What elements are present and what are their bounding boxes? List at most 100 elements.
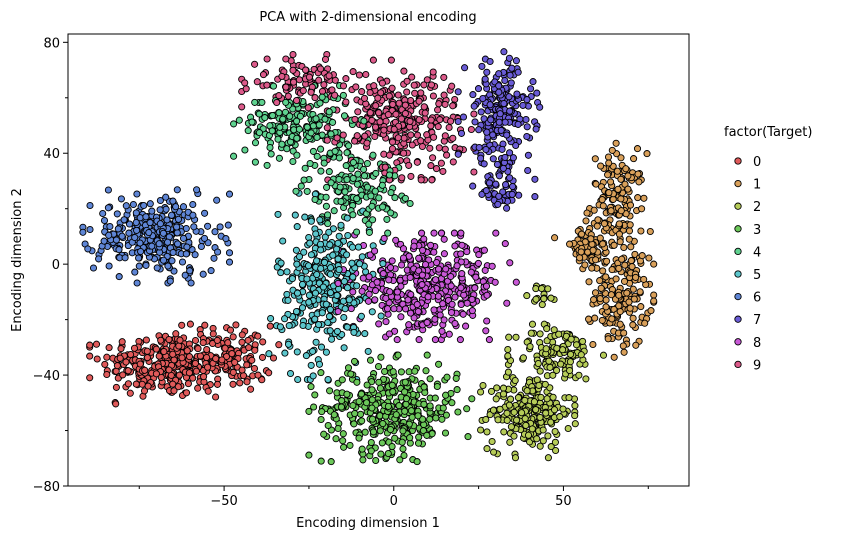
data-point-0	[172, 330, 180, 338]
legend-marker	[734, 292, 742, 301]
data-point-2	[599, 351, 608, 359]
data-point-2	[547, 294, 555, 302]
data-point-4	[343, 175, 351, 184]
data-point-8	[457, 284, 465, 292]
data-point-4	[230, 152, 238, 160]
data-point-7	[477, 108, 485, 116]
data-point-4	[360, 117, 368, 125]
data-point-0	[232, 321, 240, 329]
data-point-2	[519, 354, 527, 362]
data-point-0	[176, 336, 184, 344]
data-point-0	[191, 359, 199, 367]
data-point-9	[263, 81, 271, 89]
data-point-3	[388, 442, 396, 451]
data-point-0	[259, 338, 267, 346]
data-point-0	[275, 341, 283, 349]
data-point-2	[557, 360, 565, 368]
data-point-9	[432, 165, 441, 173]
data-point-2	[571, 402, 579, 410]
data-point-3	[369, 428, 378, 436]
data-point-5	[348, 243, 357, 251]
data-point-4	[365, 220, 373, 228]
data-point-5	[344, 231, 352, 240]
data-point-8	[386, 288, 394, 296]
data-point-3	[448, 399, 456, 407]
data-point-2	[532, 295, 540, 303]
data-point-6	[199, 270, 207, 278]
data-point-2	[523, 387, 531, 395]
data-point-9	[238, 103, 246, 111]
data-point-8	[431, 315, 439, 323]
y-tick-label: 80	[43, 36, 60, 51]
data-point-8	[512, 278, 520, 286]
data-point-9	[387, 56, 395, 64]
data-point-2	[526, 342, 534, 351]
data-point-4	[378, 181, 386, 189]
data-point-8	[366, 251, 374, 259]
data-point-7	[475, 143, 483, 152]
data-point-4	[315, 121, 323, 129]
data-point-1	[631, 250, 639, 258]
data-point-7	[527, 85, 535, 93]
data-point-5	[327, 264, 335, 272]
data-point-7	[470, 102, 478, 110]
data-point-0	[254, 332, 262, 340]
data-point-5	[315, 360, 324, 368]
data-point-4	[295, 125, 303, 133]
data-point-4	[353, 180, 361, 188]
data-point-3	[432, 414, 440, 422]
data-point-9	[259, 71, 268, 79]
data-point-7	[482, 187, 490, 195]
data-point-8	[467, 268, 475, 276]
data-point-6	[189, 211, 197, 219]
data-point-7	[500, 99, 508, 108]
data-point-7	[486, 101, 494, 109]
data-point-4	[293, 117, 301, 125]
data-point-4	[275, 109, 283, 117]
legend-label: 5	[753, 268, 761, 283]
legend-label: 9	[753, 358, 761, 373]
data-point-9	[437, 159, 445, 167]
data-point-7	[519, 101, 527, 109]
data-point-9	[400, 149, 408, 157]
data-point-3	[367, 438, 375, 447]
data-point-7	[495, 192, 503, 200]
data-point-2	[538, 301, 546, 309]
data-point-5	[265, 350, 273, 358]
data-point-5	[340, 344, 348, 352]
data-point-5	[333, 291, 341, 299]
data-point-4	[330, 207, 338, 215]
legend-marker	[734, 315, 742, 323]
data-point-2	[489, 406, 498, 414]
data-point-5	[283, 290, 291, 298]
data-point-0	[143, 347, 151, 355]
data-point-9	[388, 138, 397, 146]
data-point-3	[334, 424, 342, 433]
data-point-7	[505, 54, 513, 62]
data-point-5	[334, 255, 342, 263]
data-point-8	[365, 290, 373, 298]
x-tick-label: 50	[555, 494, 572, 509]
data-point-4	[313, 152, 321, 160]
data-point-7	[502, 181, 510, 189]
data-point-7	[532, 125, 540, 133]
data-point-3	[419, 427, 427, 435]
data-point-5	[324, 375, 332, 384]
data-point-3	[358, 417, 366, 425]
data-point-3	[311, 391, 319, 399]
data-point-9	[408, 73, 416, 81]
data-point-9	[407, 172, 415, 180]
data-point-6	[162, 193, 170, 201]
data-point-2	[492, 395, 500, 403]
data-point-0	[124, 380, 132, 388]
data-point-4	[369, 216, 377, 224]
data-point-4	[329, 118, 337, 126]
data-point-1	[620, 277, 629, 285]
data-point-0	[112, 383, 120, 391]
data-point-5	[267, 314, 275, 323]
data-point-3	[423, 351, 431, 359]
data-point-0	[184, 380, 192, 388]
data-point-0	[229, 333, 237, 341]
data-point-4	[311, 195, 319, 204]
data-point-9	[315, 76, 323, 84]
